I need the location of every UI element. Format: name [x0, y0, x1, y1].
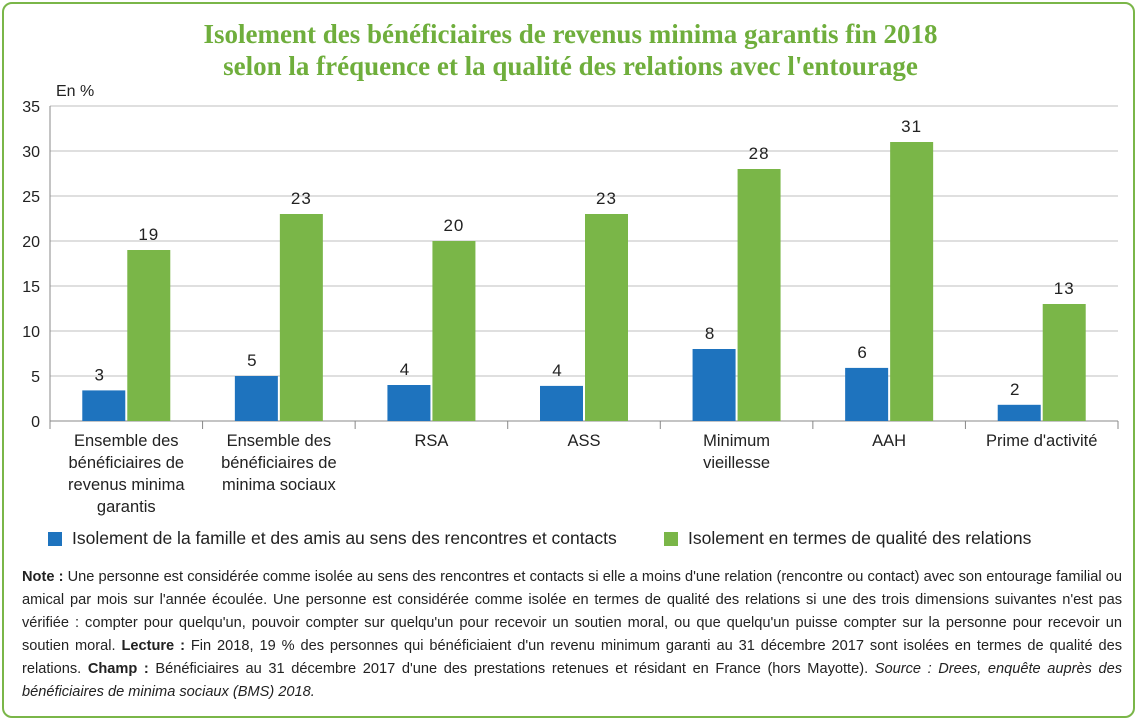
x-tick-label: vieillesse — [703, 454, 770, 472]
y-unit-label: En % — [56, 83, 94, 100]
data-label: 4 — [400, 360, 410, 379]
bar-contacts — [997, 404, 1041, 421]
legend-swatch-green — [664, 531, 678, 546]
data-label: 3 — [95, 365, 105, 384]
chart-title: Isolement des bénéficiaires de revenus m… — [0, 18, 1141, 82]
legend-item-quality: Isolement en termes de qualité des relat… — [664, 528, 1031, 549]
x-tick-label: Ensemble des — [74, 432, 179, 450]
y-tick-label: 10 — [22, 324, 40, 341]
y-tick-label: 15 — [22, 279, 40, 296]
x-tick-label: garantis — [97, 498, 156, 516]
x-tick-label: RSA — [414, 432, 448, 450]
y-tick-label: 35 — [22, 99, 40, 116]
bar-contacts — [82, 390, 126, 421]
data-label: 28 — [749, 144, 770, 163]
bar-contacts — [845, 367, 889, 421]
champ-text: Bénéficiaires au 31 décembre 2017 d'une … — [148, 661, 875, 677]
bar-quality — [737, 169, 781, 421]
data-label: 31 — [901, 117, 922, 136]
data-label: 23 — [596, 189, 617, 208]
note-text: Une personne est considérée comme isolée… — [22, 569, 1122, 654]
bar-contacts — [540, 385, 583, 421]
data-label: 5 — [247, 351, 257, 370]
bar-quality — [279, 214, 323, 421]
bar-contacts — [387, 385, 431, 421]
bar-quality — [432, 241, 476, 421]
x-tick-label: revenus minima — [68, 476, 185, 494]
y-tick-label: 25 — [22, 189, 40, 206]
y-tick-label: 5 — [31, 369, 40, 386]
bar-quality — [1042, 304, 1086, 421]
bar-quality — [127, 250, 171, 421]
bar-quality — [890, 142, 934, 421]
data-label: 19 — [138, 225, 159, 244]
chart-title-line2: selon la fréquence et la qualité des rel… — [223, 51, 918, 81]
legend-label-contacts: Isolement de la famille et des amis au s… — [72, 528, 617, 548]
lecture-label: Lecture : — [121, 638, 185, 654]
champ-label: Champ : — [87, 661, 149, 677]
data-label: 4 — [552, 361, 562, 380]
legend-swatch-blue — [48, 531, 62, 546]
data-label: 6 — [857, 343, 867, 362]
x-tick-label: Minimum — [703, 432, 770, 450]
x-tick-label: minima sociaux — [222, 476, 336, 494]
data-label: 20 — [443, 216, 464, 235]
note-label: Note : — [22, 569, 64, 585]
x-tick-label: AAH — [872, 432, 906, 450]
x-tick-label: Ensemble des — [227, 432, 332, 450]
data-label: 2 — [1010, 380, 1020, 399]
bar-contacts — [234, 376, 278, 421]
y-tick-label: 0 — [31, 414, 40, 431]
data-label: 23 — [291, 189, 312, 208]
x-tick-label: bénéficiaires de — [221, 454, 337, 472]
lecture-text: Fin 2018, 19 % des personnes qui bénéfic… — [22, 638, 1122, 677]
x-tick-label: ASS — [567, 432, 600, 450]
bar-contacts — [692, 349, 736, 421]
bar-quality — [585, 214, 628, 421]
source-text: Source : Drees, enquête auprès des bénéf… — [22, 661, 1122, 700]
chart-title-line1: Isolement des bénéficiaires de revenus m… — [203, 19, 938, 49]
y-tick-label: 20 — [22, 234, 40, 251]
chart-note: Note : Une personne est considérée comme… — [22, 566, 1122, 704]
data-label: 13 — [1054, 279, 1075, 298]
data-label: 8 — [705, 324, 715, 343]
legend-label-quality: Isolement en termes de qualité des relat… — [688, 528, 1032, 548]
legend-item-contacts: Isolement de la famille et des amis au s… — [48, 528, 617, 549]
x-tick-label: Prime d'activité — [986, 432, 1097, 450]
y-tick-label: 30 — [22, 144, 40, 161]
x-tick-label: bénéficiaires de — [68, 454, 184, 472]
